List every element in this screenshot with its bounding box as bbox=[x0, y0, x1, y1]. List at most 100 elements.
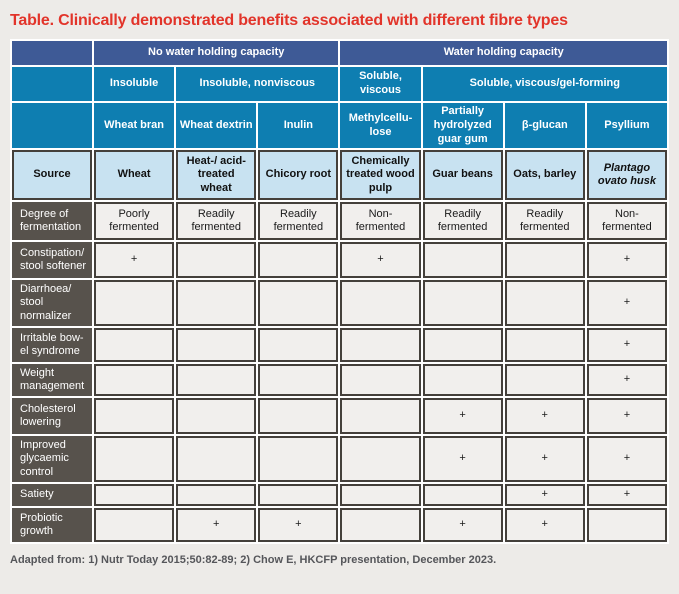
benefit-row-label: Weight management bbox=[12, 364, 92, 397]
blank-cell bbox=[12, 103, 92, 149]
fermentation-cell: Readily fermented bbox=[258, 202, 339, 241]
header-beta-glucan: β-glucan bbox=[504, 103, 585, 149]
benefit-cell bbox=[176, 398, 257, 435]
benefit-row-label: Diarrhoea/ stool normalizer bbox=[12, 280, 92, 327]
benefit-row-label: Irritable bow-el syndrome bbox=[12, 328, 92, 363]
benefit-cell: + bbox=[504, 508, 585, 543]
source-cell: Oats, barley bbox=[504, 150, 585, 201]
benefit-row-satiety: Satiety + + bbox=[12, 484, 667, 507]
benefit-cell: + bbox=[176, 508, 257, 543]
fermentation-cell: Readily fermented bbox=[176, 202, 257, 241]
benefit-cell bbox=[422, 280, 503, 327]
header-phgg: Partially hydrolyzed guar gum bbox=[422, 103, 503, 149]
source-row-label: Source bbox=[12, 150, 92, 201]
header-inulin: Inulin bbox=[258, 103, 339, 149]
fibre-benefits-table: No water holding capacity Water holding … bbox=[10, 39, 669, 545]
fibre-header-row: Wheat bran Wheat dextrin Inulin Methylce… bbox=[12, 103, 667, 149]
header-wheat-bran: Wheat bran bbox=[94, 103, 175, 149]
benefit-cell bbox=[94, 398, 175, 435]
benefit-cell: + bbox=[94, 242, 175, 279]
footnote: Adapted from: 1) Nutr Today 2015;50:82-8… bbox=[10, 554, 497, 567]
header-wheat-dextrin: Wheat dextrin bbox=[176, 103, 257, 149]
fermentation-cell: Poorly fermented bbox=[94, 202, 175, 241]
benefit-cell bbox=[504, 364, 585, 397]
header-soluble-viscous: Soluble, viscous bbox=[340, 67, 421, 101]
benefit-cell: + bbox=[504, 436, 585, 483]
benefit-cell: + bbox=[422, 398, 503, 435]
benefit-cell: + bbox=[586, 242, 667, 279]
benefit-row-label: Cholesterol lowering bbox=[12, 398, 92, 435]
benefit-cell bbox=[258, 436, 339, 483]
fermentation-cell: Readily fermented bbox=[422, 202, 503, 241]
benefit-cell bbox=[422, 484, 503, 507]
benefit-row-diarrhoea: Diarrhoea/ stool normalizer + bbox=[12, 280, 667, 327]
header-soluble-gel-forming: Soluble, viscous/gel-forming bbox=[422, 67, 667, 101]
benefit-cell bbox=[340, 280, 421, 327]
benefit-cell bbox=[258, 364, 339, 397]
header-no-water-holding: No water holding capacity bbox=[94, 41, 339, 65]
blank-cell bbox=[12, 67, 92, 101]
benefit-cell bbox=[340, 364, 421, 397]
source-row: Source Wheat Heat-/ acid-treated wheat C… bbox=[12, 150, 667, 201]
benefit-cell: + bbox=[586, 280, 667, 327]
benefit-row-constipation: Constipation/ stool softener + + + bbox=[12, 242, 667, 279]
benefit-row-ibs: Irritable bow-el syndrome + bbox=[12, 328, 667, 363]
benefit-cell bbox=[258, 398, 339, 435]
source-cell: Chicory root bbox=[258, 150, 339, 201]
benefit-cell bbox=[340, 484, 421, 507]
benefit-cell bbox=[94, 364, 175, 397]
benefit-cell: + bbox=[340, 242, 421, 279]
benefit-cell bbox=[422, 242, 503, 279]
benefit-cell bbox=[586, 508, 667, 543]
benefit-cell: + bbox=[504, 398, 585, 435]
fermentation-cell: Non- fermented bbox=[586, 202, 667, 241]
benefit-cell: + bbox=[504, 484, 585, 507]
benefit-cell bbox=[258, 484, 339, 507]
solubility-header-row: Insoluble Insoluble, nonviscous Soluble,… bbox=[12, 67, 667, 101]
benefit-cell bbox=[258, 242, 339, 279]
fermentation-row: Degree of fermentation Poorly fermented … bbox=[12, 202, 667, 241]
benefit-cell: + bbox=[586, 364, 667, 397]
fermentation-row-label: Degree of fermentation bbox=[12, 202, 92, 241]
benefit-cell bbox=[94, 280, 175, 327]
benefit-cell bbox=[176, 242, 257, 279]
benefit-cell: + bbox=[586, 328, 667, 363]
capacity-header-row: No water holding capacity Water holding … bbox=[12, 41, 667, 65]
benefit-cell: + bbox=[422, 436, 503, 483]
benefit-cell bbox=[94, 436, 175, 483]
benefit-cell bbox=[176, 436, 257, 483]
benefit-cell: + bbox=[586, 436, 667, 483]
fermentation-cell: Readily fermented bbox=[504, 202, 585, 241]
benefit-cell bbox=[176, 280, 257, 327]
table-title: Table. Clinically demonstrated benefits … bbox=[10, 12, 568, 29]
benefit-cell bbox=[176, 364, 257, 397]
header-insoluble: Insoluble bbox=[94, 67, 175, 101]
benefit-cell: + bbox=[586, 398, 667, 435]
benefit-row-label: Probiotic growth bbox=[12, 508, 92, 543]
header-psyllium: Psyllium bbox=[586, 103, 667, 149]
benefit-cell bbox=[340, 398, 421, 435]
benefit-row-label: Satiety bbox=[12, 484, 92, 507]
benefit-row-cholesterol: Cholesterol lowering + + + bbox=[12, 398, 667, 435]
source-cell: Heat-/ acid-treated wheat bbox=[176, 150, 257, 201]
benefit-cell bbox=[340, 328, 421, 363]
source-cell: Guar beans bbox=[422, 150, 503, 201]
benefit-cell bbox=[176, 328, 257, 363]
header-methylcellulose: Methylcellu-lose bbox=[340, 103, 421, 149]
corner-cell bbox=[12, 41, 92, 65]
benefit-cell bbox=[504, 242, 585, 279]
benefit-cell bbox=[504, 328, 585, 363]
benefit-row-label: Improved glycaemic control bbox=[12, 436, 92, 483]
benefit-cell bbox=[94, 484, 175, 507]
source-cell: Chemically treated wood pulp bbox=[340, 150, 421, 201]
fermentation-cell: Non- fermented bbox=[340, 202, 421, 241]
benefit-cell bbox=[422, 328, 503, 363]
benefit-row-probiotic: Probiotic growth + + + + bbox=[12, 508, 667, 543]
benefit-cell bbox=[340, 508, 421, 543]
header-water-holding: Water holding capacity bbox=[340, 41, 667, 65]
source-cell: Wheat bbox=[94, 150, 175, 201]
benefit-cell: + bbox=[586, 484, 667, 507]
benefit-row-label: Constipation/ stool softener bbox=[12, 242, 92, 279]
source-cell: Plantago ovato husk bbox=[586, 150, 667, 201]
